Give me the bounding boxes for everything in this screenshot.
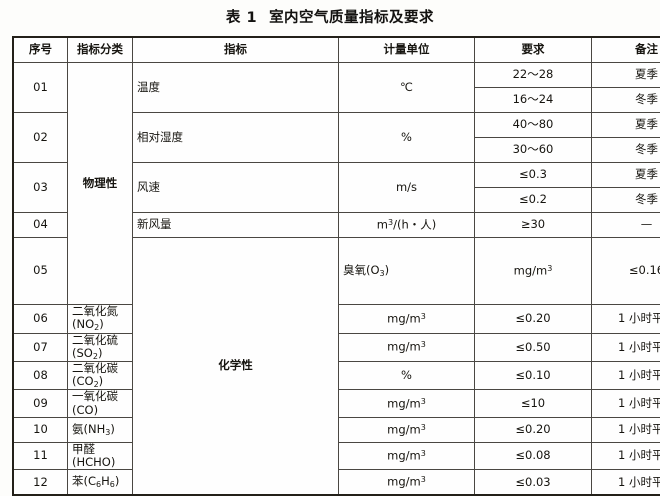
cell-seq: 08 xyxy=(13,361,68,389)
air-quality-table-container: 序号 指标分类 指标 计量单位 要求 备注 01 物理性 温度 ℃ 22～28 … xyxy=(12,36,648,496)
cell-seq: 03 xyxy=(13,163,68,213)
cell-indicator: 二氧化氮(NO2) xyxy=(68,305,133,333)
column-header-requirement: 要求 xyxy=(475,37,592,63)
cell-indicator: 甲醛(HCHO) xyxy=(68,442,133,469)
cell-unit: mg/m3 xyxy=(339,470,475,496)
cell-unit: mg/m3 xyxy=(339,442,475,469)
cell-indicator: 二氧化碳(CO2) xyxy=(68,361,133,389)
cell-requirement: ≤0.20 xyxy=(475,305,592,333)
column-header-seq: 序号 xyxy=(13,37,68,63)
cell-seq: 04 xyxy=(13,213,68,238)
cell-requirement: ≤0.20 xyxy=(475,417,592,442)
cell-unit: % xyxy=(339,113,475,163)
cell-note: 1 小时平均 xyxy=(592,442,660,469)
cell-note: 夏季 xyxy=(592,113,660,138)
cell-indicator: 新风量 xyxy=(133,213,339,238)
cell-seq: 05 xyxy=(13,238,68,305)
cell-seq: 02 xyxy=(13,113,68,163)
table-header-row: 序号 指标分类 指标 计量单位 要求 备注 xyxy=(13,37,660,63)
caption-label: 表 1 xyxy=(226,10,257,26)
cell-seq: 11 xyxy=(13,442,68,469)
cell-note: 夏季 xyxy=(592,163,660,188)
cell-indicator: 相对湿度 xyxy=(133,113,339,163)
cell-indicator: 氨(NH3) xyxy=(68,417,133,442)
cell-indicator: 一氧化碳(CO) xyxy=(68,390,133,417)
cell-requirement: ≤0.16 xyxy=(592,238,660,305)
cell-requirement: ≤0.10 xyxy=(475,361,592,389)
cell-requirement: ≤0.03 xyxy=(475,470,592,496)
cell-seq: 06 xyxy=(13,305,68,333)
cell-requirement: ≤0.3 xyxy=(475,163,592,188)
cell-seq: 01 xyxy=(13,63,68,113)
cell-requirement: ≤0.2 xyxy=(475,188,592,213)
cell-seq: 07 xyxy=(13,333,68,361)
cell-unit: mg/m3 xyxy=(475,238,592,305)
cell-indicator: 二氧化硫(SO2) xyxy=(68,333,133,361)
table-caption: 表 1 室内空气质量指标及要求 xyxy=(0,0,660,28)
cell-note: 1 小时平均 xyxy=(592,417,660,442)
air-quality-table: 序号 指标分类 指标 计量单位 要求 备注 01 物理性 温度 ℃ 22～28 … xyxy=(12,36,660,496)
cell-indicator: 臭氧(O3) xyxy=(339,238,475,305)
cell-indicator: 风速 xyxy=(133,163,339,213)
cell-category-physical: 物理性 xyxy=(68,63,133,305)
column-header-category: 指标分类 xyxy=(68,37,133,63)
cell-seq: 12 xyxy=(13,470,68,496)
cell-requirement: ≤0.50 xyxy=(475,333,592,361)
cell-note: 冬季 xyxy=(592,138,660,163)
cell-indicator: 温度 xyxy=(133,63,339,113)
cell-unit: mg/m3 xyxy=(339,390,475,417)
column-header-note: 备注 xyxy=(592,37,660,63)
cell-requirement: 30～60 xyxy=(475,138,592,163)
cell-note: 1 小时平均 xyxy=(592,333,660,361)
column-header-unit: 计量单位 xyxy=(339,37,475,63)
cell-requirement: ≤0.08 xyxy=(475,442,592,469)
table-row: 01 物理性 温度 ℃ 22～28 夏季 xyxy=(13,63,660,88)
cell-note: 1 小时平均 xyxy=(592,390,660,417)
cell-note: 夏季 xyxy=(592,63,660,88)
cell-unit: m/s xyxy=(339,163,475,213)
cell-requirement: 40～80 xyxy=(475,113,592,138)
cell-unit: mg/m3 xyxy=(339,417,475,442)
cell-note: 1 小时平均 xyxy=(592,305,660,333)
column-header-indicator: 指标 xyxy=(133,37,339,63)
cell-requirement: ≤10 xyxy=(475,390,592,417)
cell-note: 冬季 xyxy=(592,88,660,113)
cell-requirement: 16～24 xyxy=(475,88,592,113)
cell-note: 1 小时平均 xyxy=(592,361,660,389)
cell-seq: 10 xyxy=(13,417,68,442)
cell-requirement: 22～28 xyxy=(475,63,592,88)
cell-unit: mg/m3 xyxy=(339,305,475,333)
cell-indicator: 苯(C6H6) xyxy=(68,470,133,496)
cell-seq: 09 xyxy=(13,390,68,417)
caption-title: 室内空气质量指标及要求 xyxy=(269,10,434,26)
cell-note: 1 小时平均 xyxy=(592,470,660,496)
cell-unit: m3/(h・人) xyxy=(339,213,475,238)
cell-unit: % xyxy=(339,361,475,389)
cell-unit: mg/m3 xyxy=(339,333,475,361)
cell-category-chemical: 化学性 xyxy=(133,238,339,496)
cell-requirement: ≥30 xyxy=(475,213,592,238)
cell-note: 冬季 xyxy=(592,188,660,213)
cell-note: — xyxy=(592,213,660,238)
cell-unit: ℃ xyxy=(339,63,475,113)
